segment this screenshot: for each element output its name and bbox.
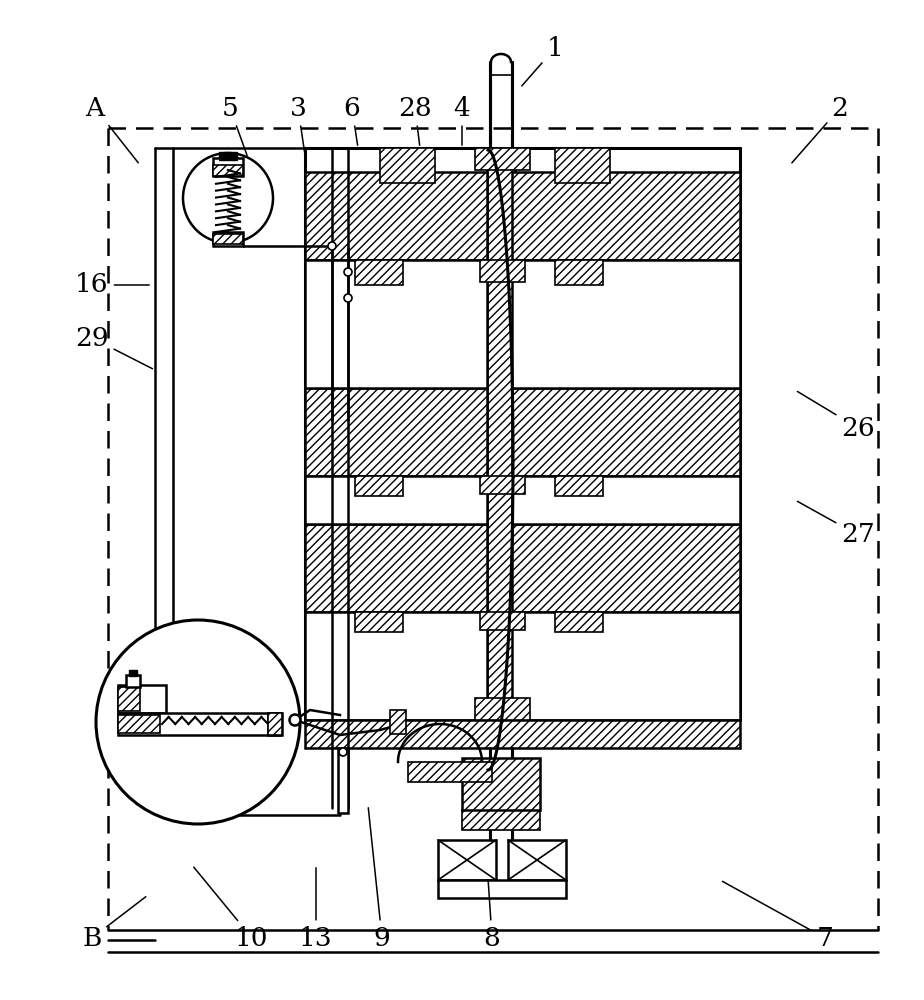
Text: 3: 3 (289, 96, 307, 152)
Bar (355, 476, 403, 496)
Bar (555, 148, 610, 183)
Text: 26: 26 (797, 391, 875, 440)
Text: A: A (85, 96, 139, 163)
Bar (462, 810, 540, 830)
Circle shape (289, 714, 300, 726)
Text: 7: 7 (723, 881, 833, 950)
Text: 4: 4 (454, 96, 470, 145)
Bar (438, 880, 566, 898)
Circle shape (96, 620, 300, 824)
Bar (118, 687, 140, 711)
Text: 9: 9 (369, 808, 390, 950)
Bar (512, 612, 740, 720)
Bar (480, 476, 525, 494)
Bar (219, 152, 237, 160)
Bar (555, 476, 603, 496)
Text: 29: 29 (75, 326, 152, 369)
Text: 6: 6 (344, 96, 360, 145)
Text: 8: 8 (483, 881, 501, 950)
Circle shape (344, 268, 352, 276)
Text: 13: 13 (299, 868, 333, 950)
Bar (268, 713, 282, 735)
Bar (355, 260, 403, 285)
Bar (305, 612, 487, 720)
Bar (118, 715, 160, 733)
Bar (305, 388, 487, 476)
Text: 5: 5 (222, 96, 247, 155)
Bar (512, 524, 740, 612)
Bar (475, 148, 530, 170)
Bar (213, 165, 243, 176)
Bar (480, 612, 525, 630)
Bar (487, 148, 515, 720)
Bar (118, 713, 280, 735)
Bar (213, 234, 243, 244)
Circle shape (183, 153, 273, 243)
Text: 1: 1 (522, 35, 564, 86)
Bar (213, 158, 243, 176)
Text: 28: 28 (398, 96, 432, 145)
Text: 2: 2 (792, 96, 848, 163)
Text: 10: 10 (194, 867, 269, 950)
Bar (268, 713, 282, 735)
Bar (305, 476, 487, 524)
Circle shape (339, 748, 347, 756)
Bar (462, 758, 540, 810)
Bar (438, 840, 496, 880)
Bar (408, 762, 492, 782)
Circle shape (344, 294, 352, 302)
Bar (118, 685, 166, 713)
Bar (480, 260, 525, 282)
Text: 27: 27 (797, 501, 875, 548)
Text: 16: 16 (75, 272, 149, 298)
Bar (475, 698, 530, 720)
Bar (338, 748, 348, 813)
Bar (126, 675, 140, 687)
Bar (512, 172, 740, 260)
Bar (390, 710, 406, 734)
Text: B: B (82, 897, 146, 950)
Bar (380, 148, 435, 183)
Bar (512, 260, 740, 388)
Bar (508, 840, 566, 880)
Bar (305, 260, 487, 388)
Bar (305, 720, 740, 748)
Bar (512, 388, 740, 476)
Bar (129, 670, 137, 676)
Bar (305, 524, 487, 612)
Bar (305, 172, 487, 260)
Bar (555, 260, 603, 285)
Bar (512, 476, 740, 524)
Bar (555, 612, 603, 632)
Bar (355, 612, 403, 632)
Bar (213, 232, 243, 246)
Circle shape (328, 242, 336, 250)
